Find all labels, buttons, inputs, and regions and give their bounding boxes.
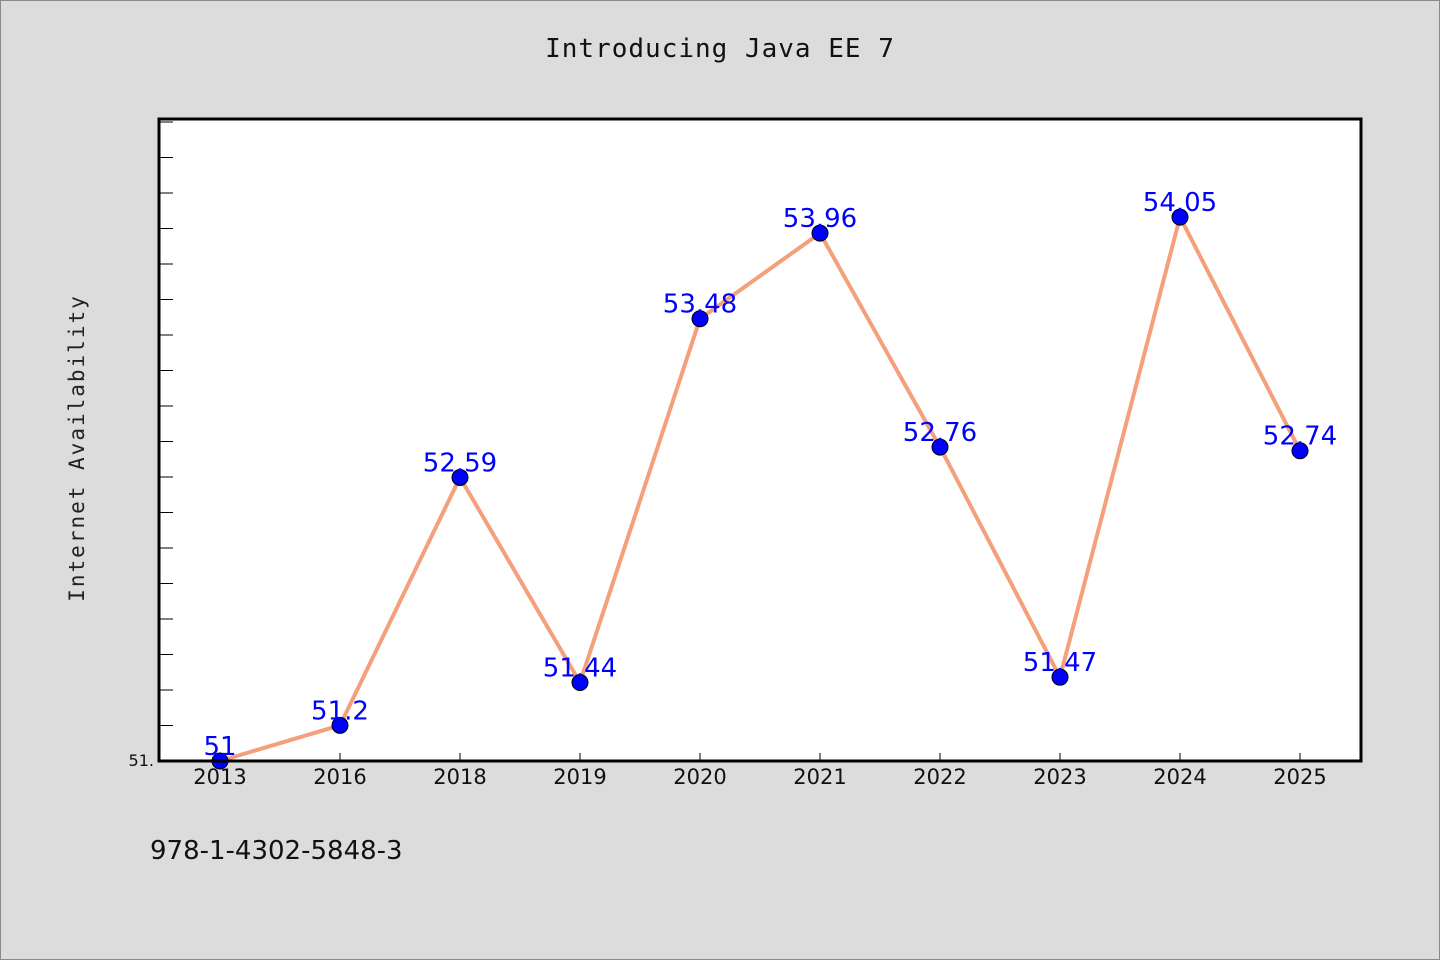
data-label: 51.47 (1023, 648, 1097, 678)
data-label: 51.44 (543, 654, 617, 684)
data-point (331, 716, 349, 734)
data-label: 53.48 (663, 290, 737, 320)
x-tick-label: 2021 (793, 765, 846, 789)
x-tick-label: 2024 (1153, 765, 1206, 789)
data-point (1171, 208, 1189, 226)
data-point (451, 468, 469, 486)
footer-code: 978-1-4302-5848-3 (150, 836, 403, 866)
data-label: 52.74 (1263, 422, 1337, 452)
x-tick-label: 2016 (313, 765, 366, 789)
y-tick-label: 51. (129, 751, 154, 770)
x-tick-label: 2025 (1273, 765, 1326, 789)
x-tick-label: 2023 (1033, 765, 1086, 789)
chart-title: Introducing Java EE 7 (545, 34, 895, 64)
data-point (1291, 442, 1309, 460)
series-line (219, 215, 1302, 763)
plot-border (157, 117, 1363, 763)
data-point (571, 674, 589, 692)
x-tick-label: 2019 (553, 765, 606, 789)
data-label: 51.2 (311, 696, 369, 726)
plot-area (159, 119, 1361, 761)
x-tick-label: 2020 (673, 765, 726, 789)
data-point (931, 438, 949, 456)
data-point (1051, 668, 1069, 686)
data-label: 53.96 (783, 204, 857, 234)
data-label: 54.05 (1143, 188, 1217, 218)
x-tick-label: 2022 (913, 765, 966, 789)
data-label: 51 (203, 732, 236, 762)
data-point (691, 310, 709, 328)
data-label: 52.76 (903, 418, 977, 448)
data-point (811, 224, 829, 242)
x-tick-label: 2018 (433, 765, 486, 789)
data-label: 52.59 (423, 448, 497, 478)
